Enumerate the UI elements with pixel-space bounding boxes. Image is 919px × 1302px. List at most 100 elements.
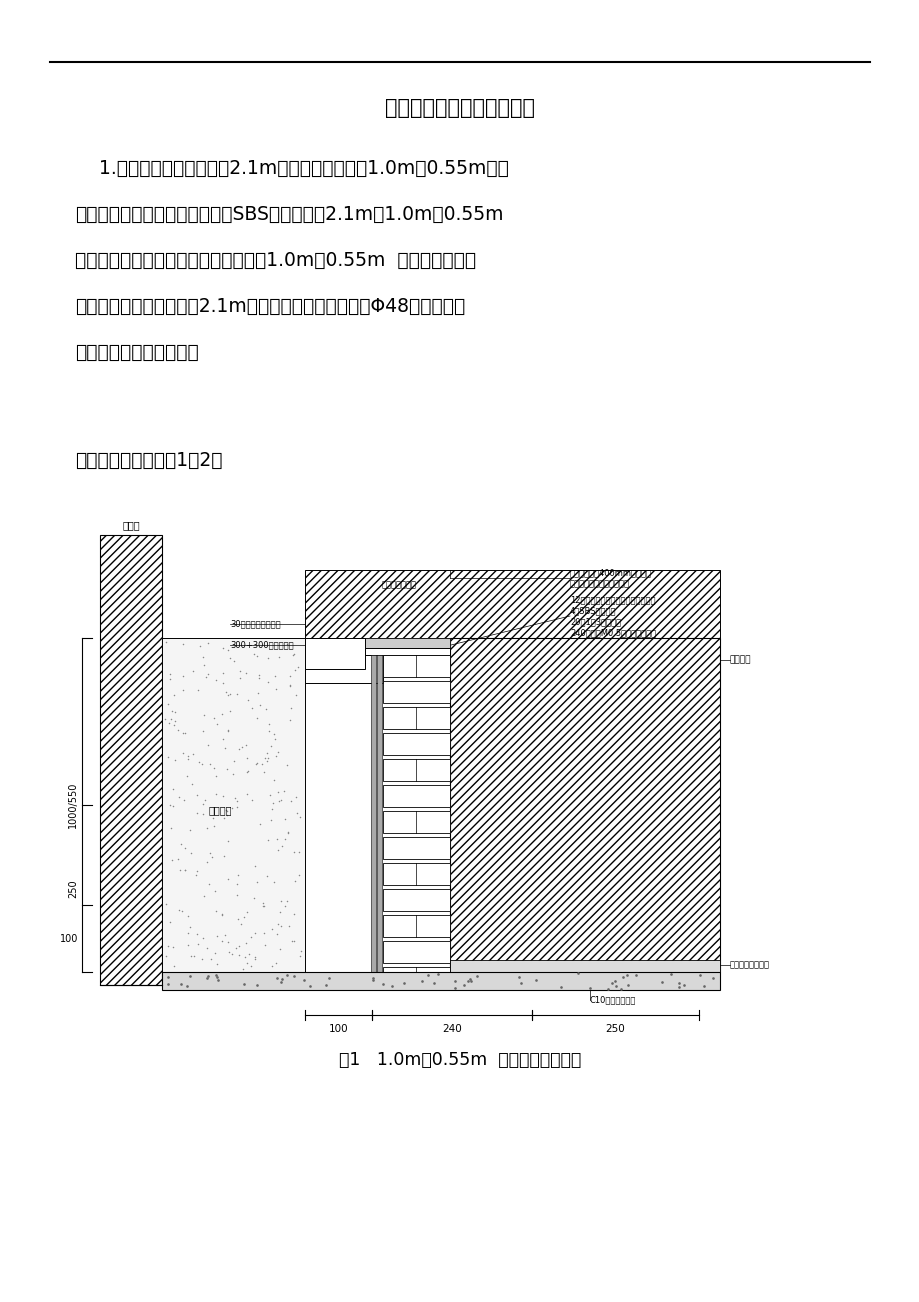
Point bbox=[166, 796, 181, 816]
Point bbox=[160, 974, 175, 995]
Point bbox=[215, 704, 230, 725]
Point bbox=[653, 971, 668, 992]
Bar bbox=[382, 785, 449, 807]
Point bbox=[176, 634, 190, 655]
Point bbox=[237, 947, 252, 967]
Point bbox=[161, 936, 176, 957]
Point bbox=[207, 943, 221, 963]
Point bbox=[249, 646, 264, 667]
Bar bbox=[305, 570, 720, 638]
Point bbox=[236, 906, 251, 927]
Point bbox=[159, 893, 174, 914]
Point bbox=[228, 788, 243, 809]
Point bbox=[185, 773, 199, 794]
Text: 100: 100 bbox=[328, 1023, 348, 1034]
Point bbox=[183, 945, 198, 966]
Point bbox=[273, 902, 288, 923]
Point bbox=[384, 975, 399, 996]
Point bbox=[171, 786, 186, 807]
Bar bbox=[449, 960, 720, 973]
Point bbox=[229, 797, 244, 818]
Point bbox=[250, 684, 265, 704]
Point bbox=[271, 840, 286, 861]
Point bbox=[273, 915, 288, 936]
Point bbox=[189, 861, 204, 881]
Point bbox=[226, 751, 241, 772]
Point bbox=[166, 685, 181, 706]
Point bbox=[229, 684, 244, 704]
Point bbox=[163, 911, 177, 932]
Point bbox=[514, 973, 528, 993]
Point bbox=[196, 927, 210, 948]
Point bbox=[302, 975, 317, 996]
Point bbox=[176, 743, 190, 764]
Text: C10基础垫层垫层: C10基础垫层垫层 bbox=[589, 996, 636, 1005]
Text: 20厚1：3水泥砂浆: 20厚1：3水泥砂浆 bbox=[570, 617, 620, 626]
Point bbox=[247, 923, 262, 944]
Point bbox=[244, 956, 258, 976]
Point bbox=[224, 797, 239, 818]
Point bbox=[197, 885, 211, 906]
Point bbox=[221, 941, 236, 962]
Point bbox=[462, 969, 477, 990]
Point bbox=[182, 819, 197, 840]
Point bbox=[215, 663, 230, 684]
Point bbox=[239, 734, 254, 755]
Point bbox=[170, 849, 185, 870]
Point bbox=[186, 660, 200, 681]
Point bbox=[263, 736, 278, 756]
Point bbox=[258, 698, 273, 719]
Point bbox=[285, 644, 300, 665]
Point bbox=[159, 945, 174, 966]
Point bbox=[286, 904, 301, 924]
Point bbox=[221, 831, 235, 852]
Point bbox=[229, 937, 244, 958]
Point bbox=[161, 746, 176, 767]
Point bbox=[200, 966, 215, 987]
Point bbox=[240, 760, 255, 781]
Point bbox=[174, 833, 188, 854]
Point bbox=[607, 970, 621, 991]
Text: 用以保证砖胎模的刚度。: 用以保证砖胎模的刚度。 bbox=[75, 342, 199, 362]
Point bbox=[270, 781, 285, 802]
Point bbox=[165, 850, 179, 871]
Point bbox=[269, 828, 284, 849]
Bar bbox=[449, 638, 720, 973]
Point bbox=[190, 680, 205, 700]
Point bbox=[460, 970, 475, 991]
Point bbox=[233, 668, 247, 689]
Point bbox=[239, 902, 254, 923]
Point bbox=[199, 967, 214, 988]
Bar bbox=[382, 681, 449, 703]
Point bbox=[221, 639, 235, 660]
Point bbox=[224, 943, 239, 963]
Point bbox=[215, 673, 230, 694]
Point bbox=[165, 700, 179, 721]
Point bbox=[216, 846, 231, 867]
Point bbox=[244, 790, 259, 811]
Point bbox=[430, 963, 445, 984]
Point bbox=[234, 737, 249, 758]
Text: 100: 100 bbox=[60, 934, 78, 944]
Point bbox=[251, 664, 266, 685]
Point bbox=[232, 935, 246, 956]
Point bbox=[231, 909, 245, 930]
Bar bbox=[382, 967, 449, 973]
Point bbox=[293, 940, 308, 961]
Point bbox=[260, 672, 275, 693]
Point bbox=[269, 967, 284, 988]
Point bbox=[284, 931, 299, 952]
Point bbox=[189, 802, 204, 823]
Point bbox=[282, 710, 297, 730]
Point bbox=[165, 936, 180, 957]
Bar bbox=[382, 941, 449, 963]
Point bbox=[291, 842, 306, 863]
Point bbox=[215, 785, 230, 806]
Point bbox=[261, 747, 276, 768]
Point bbox=[220, 758, 234, 779]
Point bbox=[288, 871, 302, 892]
Point bbox=[236, 974, 251, 995]
Bar bbox=[377, 655, 381, 973]
Point bbox=[277, 829, 291, 850]
Point bbox=[191, 751, 206, 772]
